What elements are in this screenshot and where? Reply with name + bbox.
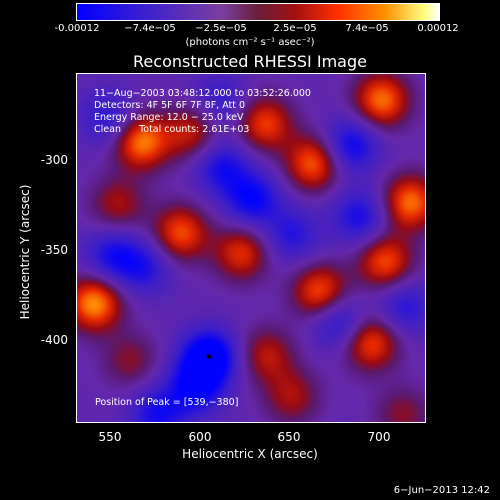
x-axis-title: Heliocentric X (arcsec) bbox=[182, 447, 318, 461]
x-tick-label: 550 bbox=[98, 430, 122, 444]
timestamp-label: 6−Jun−2013 12:42 bbox=[393, 485, 490, 496]
colorbar-tick: −2.5e−05 bbox=[195, 23, 247, 34]
x-tick-label: 650 bbox=[277, 430, 301, 444]
x-tick-label: 700 bbox=[367, 430, 391, 444]
time-range-label: 11−Aug−2003 03:48:12.000 to 03:52:26.000 bbox=[94, 88, 311, 99]
y-axis-title: Heliocentric Y (arcsec) bbox=[18, 184, 32, 320]
colorbar bbox=[76, 3, 440, 21]
colorbar-units: (photons cm⁻² s⁻¹ asec⁻²) bbox=[185, 37, 315, 48]
colorbar-tick: −7.4e−05 bbox=[124, 23, 176, 34]
y-tick-label: -400 bbox=[40, 333, 68, 347]
peak-position-label: Position of Peak = [539,−380] bbox=[95, 397, 239, 408]
y-tick-label: -300 bbox=[40, 153, 68, 167]
colorbar-tick: -0.00012 bbox=[54, 23, 100, 34]
colorbar-tick: 2.5e−05 bbox=[273, 23, 317, 34]
colorbar-tick: 0.00012 bbox=[417, 23, 459, 34]
y-tick-label: -350 bbox=[40, 243, 68, 257]
clean-counts-label: Clean Total counts: 2.61E+03 bbox=[94, 124, 250, 135]
heatmap-image bbox=[76, 73, 426, 423]
energy-range-label: Energy Range: 12.0 − 25.0 keV bbox=[94, 112, 244, 123]
chart-title: Reconstructed RHESSI Image bbox=[133, 52, 367, 71]
x-tick-label: 600 bbox=[188, 430, 212, 444]
detectors-label: Detectors: 4F 5F 6F 7F 8F, Att 0 bbox=[94, 100, 246, 111]
colorbar-tick: 7.4e−05 bbox=[345, 23, 389, 34]
